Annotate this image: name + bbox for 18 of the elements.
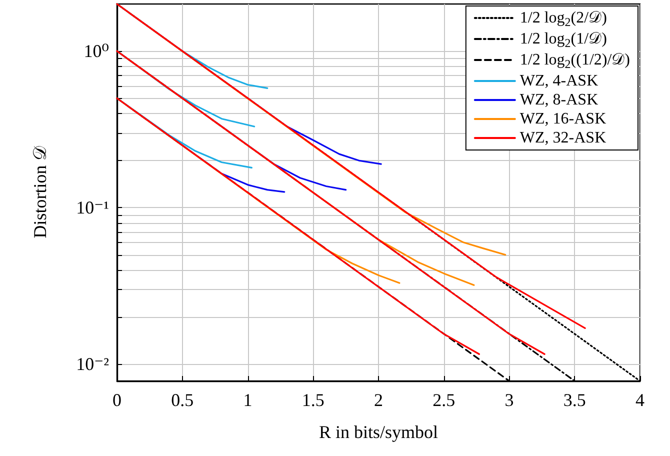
x-tick-label: 2.5 <box>432 390 456 410</box>
legend-label: WZ, 4-ASK <box>520 72 599 90</box>
x-tick-label: 2 <box>374 390 383 410</box>
x-tick-label: 3 <box>504 390 514 410</box>
x-axis-title: R in bits/symbol <box>318 422 438 442</box>
y-tick-label: 10⁻² <box>76 354 109 374</box>
y-tick-label: 10⁻¹ <box>76 198 109 218</box>
x-tick-label: 0 <box>112 390 122 410</box>
y-tick-label: 10⁰ <box>84 41 109 62</box>
x-tick-label: 1 <box>243 390 252 410</box>
legend-label: WZ, 8-ASK <box>520 92 599 108</box>
x-tick-label: 0.5 <box>171 390 194 410</box>
x-tick-label: 1.5 <box>302 390 324 410</box>
y-axis-title: Distortion 𝒟 <box>30 146 50 238</box>
x-tick-label: 3.5 <box>563 390 586 410</box>
legend-label: WZ, 16-ASK <box>520 110 607 128</box>
x-tick-label: 4 <box>636 390 644 410</box>
legend-label: WZ, 32-ASK <box>520 130 607 146</box>
